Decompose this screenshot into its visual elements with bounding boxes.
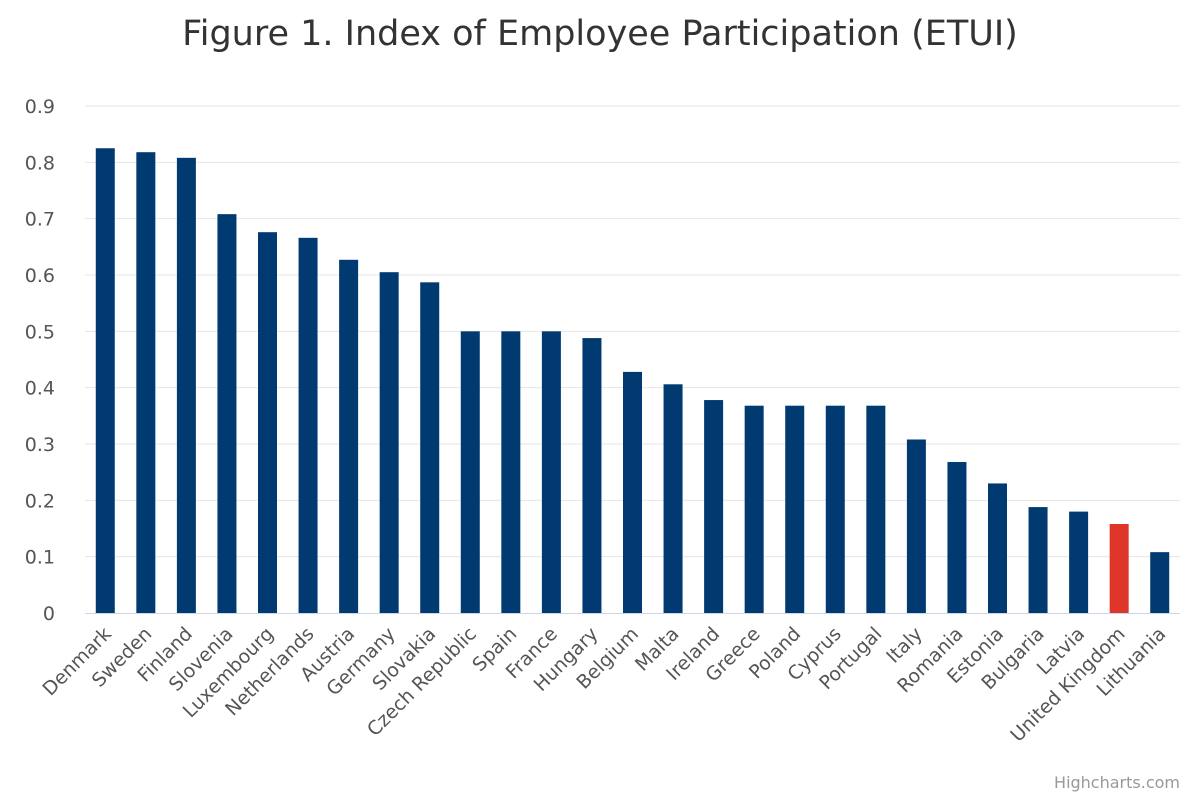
bar-spain[interactable] (501, 331, 521, 613)
chart-title: Figure 1. Index of Employee Participatio… (182, 14, 1018, 54)
bar-romania[interactable] (947, 462, 967, 613)
y-tick-label: 0.3 (25, 434, 55, 456)
y-tick-label: 0.4 (25, 378, 55, 400)
bar-cyprus[interactable] (825, 405, 845, 613)
bar-estonia[interactable] (988, 483, 1007, 613)
y-tick-label: 0.7 (25, 209, 55, 231)
y-tick-label: 0.2 (25, 490, 55, 512)
y-tick-label: 0 (43, 603, 55, 625)
bar-france[interactable] (541, 331, 561, 613)
bar-slovenia[interactable] (217, 214, 237, 613)
bar-belgium[interactable] (623, 371, 642, 613)
x-axis-ticks: DenmarkSwedenFinlandSloveniaLuxembourgNe… (39, 623, 1171, 746)
bar-finland[interactable] (176, 157, 196, 613)
bar-austria[interactable] (339, 259, 359, 613)
y-axis-ticks: 0 0.1 0.2 0.3 0.4 0.5 0.6 0.7 0.8 0.9 (25, 96, 55, 625)
bar-hungary[interactable] (582, 338, 602, 613)
y-tick-label: 0.1 (25, 547, 55, 569)
credits-link[interactable]: Highcharts.com (1054, 773, 1180, 792)
bar-denmark[interactable] (95, 148, 115, 613)
bars (95, 148, 1170, 614)
bar-germany[interactable] (379, 272, 399, 613)
bar-sweden[interactable] (136, 152, 156, 613)
bar-portugal[interactable] (866, 405, 886, 613)
y-tick-label: 0.6 (25, 265, 55, 287)
bar-netherlands[interactable] (298, 237, 318, 613)
bar-lithuania[interactable] (1150, 552, 1170, 613)
y-tick-label: 0.9 (25, 96, 55, 118)
bar-malta[interactable] (663, 384, 683, 613)
bar-luxembourg[interactable] (258, 232, 277, 614)
bar-bulgaria[interactable] (1028, 507, 1048, 613)
bar-italy[interactable] (906, 439, 926, 613)
bar-latvia[interactable] (1069, 511, 1089, 613)
bar-ireland[interactable] (704, 400, 724, 613)
bar-czech-republic[interactable] (460, 331, 480, 613)
y-tick-label: 0.8 (25, 152, 55, 174)
bar-slovakia[interactable] (420, 282, 440, 613)
y-tick-label: 0.5 (25, 321, 55, 343)
bar-united-kingdom[interactable] (1109, 523, 1129, 613)
bar-greece[interactable] (744, 405, 764, 613)
bar-poland[interactable] (785, 405, 805, 613)
